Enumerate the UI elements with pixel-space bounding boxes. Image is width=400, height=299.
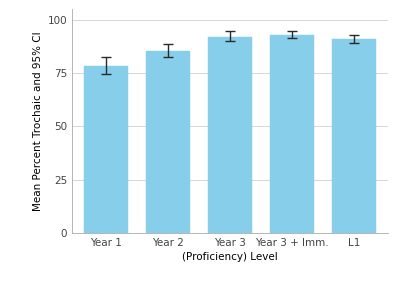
Bar — [84, 65, 128, 233]
X-axis label: (Proficiency) Level: (Proficiency) Level — [182, 252, 278, 262]
Bar — [208, 37, 252, 233]
Y-axis label: Mean Percent Trochaic and 95% CI: Mean Percent Trochaic and 95% CI — [33, 31, 43, 211]
Bar — [270, 35, 314, 233]
Bar — [146, 51, 190, 233]
Bar — [332, 39, 376, 233]
